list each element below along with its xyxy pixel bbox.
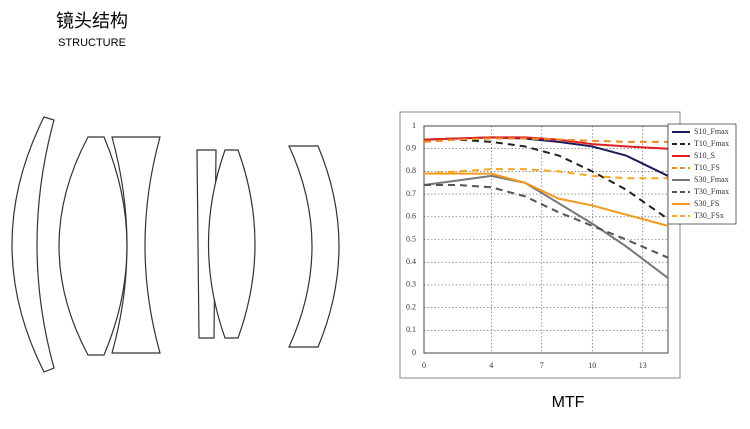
y-tick-label: 0.5 — [406, 234, 416, 243]
lens-element — [207, 149, 256, 339]
y-tick-label: 0.4 — [406, 257, 416, 266]
y-tick-label: 1 — [412, 121, 416, 130]
series-line — [423, 174, 669, 279]
series-line — [423, 137, 668, 143]
chart-title: MTF — [552, 394, 585, 411]
series-line — [423, 168, 668, 180]
y-tick-label: 0.9 — [406, 144, 416, 153]
legend-label: T10_Fmax — [694, 139, 729, 148]
legend-label: T30_Fmax — [694, 187, 729, 196]
series-line — [423, 136, 669, 150]
x-tick-label: 10 — [588, 361, 596, 370]
legend-label: S30_Fmax — [694, 175, 729, 184]
y-tick-label: 0.6 — [406, 212, 416, 221]
x-tick-label: 0 — [422, 361, 426, 370]
y-tick-label: 0.2 — [406, 302, 416, 311]
legend-label: T10_FS — [694, 163, 720, 172]
lens-element — [11, 116, 55, 373]
y-tick-label: 0.1 — [406, 325, 416, 334]
legend-label: S30_FS — [694, 199, 719, 208]
plot-area — [423, 125, 669, 354]
y-tick-label: 0.3 — [406, 280, 416, 289]
series-line — [424, 184, 669, 259]
series-line — [424, 172, 669, 227]
lens-element — [58, 136, 128, 356]
y-tick-label: 0.8 — [406, 166, 416, 175]
lens-diagram — [11, 116, 340, 373]
plot: 00.10.20.30.40.50.60.70.80.910 4 7 10 13S10_… — [406, 121, 737, 370]
structure-title: 镜头结构 — [56, 11, 128, 32]
legend-label: T30_FSx — [694, 211, 724, 220]
legend-label: S10_S — [694, 151, 715, 160]
x-tick-label: 13 — [639, 361, 647, 370]
x-tick-label: 7 — [540, 361, 544, 370]
y-tick-label: 0 — [412, 348, 416, 357]
lens-element — [196, 149, 217, 339]
structure-subtitle: STRUCTURE — [58, 37, 126, 49]
chart-frame — [399, 111, 681, 379]
legend-box — [667, 123, 737, 225]
lens-element — [111, 136, 161, 354]
y-tick-label: 0.7 — [406, 189, 416, 198]
x-tick-label: 4 — [489, 361, 493, 370]
legend-label: S10_Fmax — [694, 127, 729, 136]
lens-element — [288, 145, 340, 348]
